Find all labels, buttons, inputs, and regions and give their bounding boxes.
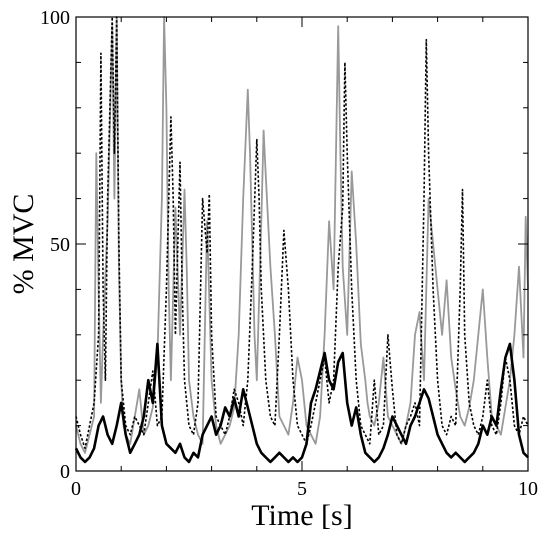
series-layer <box>74 16 529 464</box>
y-tick-label: 100 <box>40 7 70 29</box>
y-axis-title: % MVC <box>7 194 40 295</box>
series-line-solid-black <box>74 342 529 464</box>
x-tick-label: 0 <box>71 478 81 500</box>
x-axis-title: Time [s] <box>251 499 352 532</box>
y-tick-label: 50 <box>50 234 70 256</box>
x-tick-label: 10 <box>518 478 538 500</box>
series-line-solid-gray <box>75 16 529 454</box>
plot-frame <box>75 16 529 472</box>
x-tick-label: 5 <box>297 478 307 500</box>
y-tick-label: 0 <box>60 461 70 483</box>
series-line-dotted-black <box>75 16 529 450</box>
